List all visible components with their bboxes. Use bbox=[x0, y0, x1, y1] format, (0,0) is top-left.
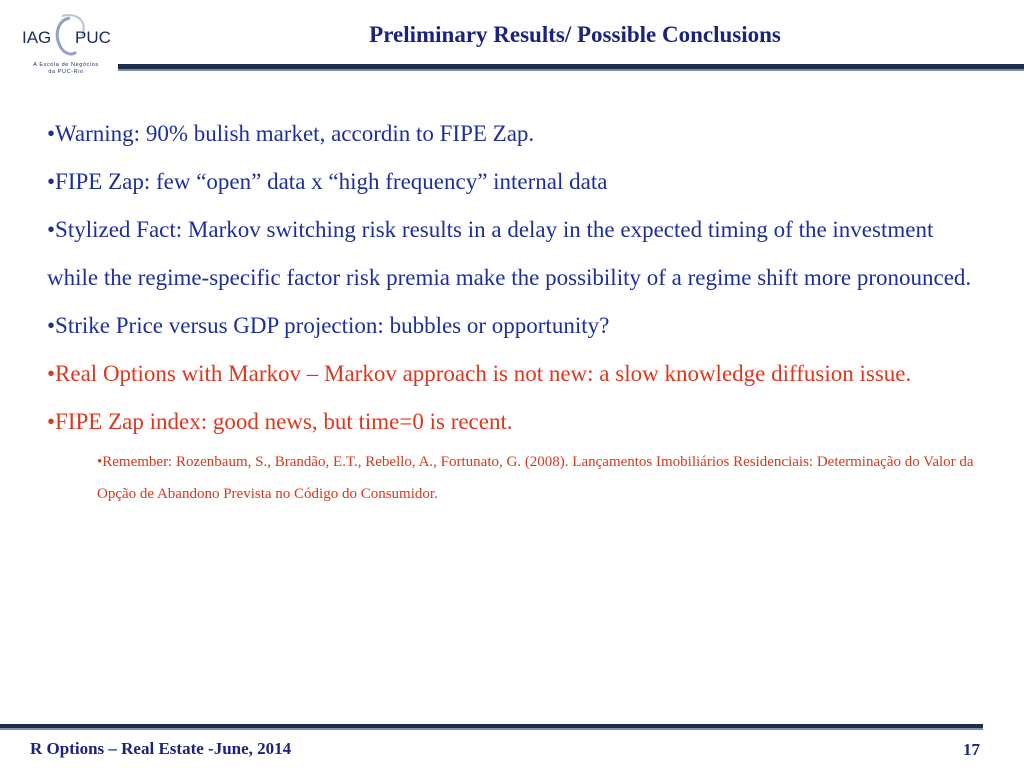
bullet-warning: •Warning: 90% bulish market, accordin to… bbox=[47, 121, 535, 146]
slide-body: •Warning: 90% bulish market, accordin to… bbox=[47, 110, 982, 510]
footer-caption: R Options – Real Estate -June, 2014 bbox=[30, 739, 292, 758]
bullet-stylized-fact: •Stylized Fact: Markov switching risk re… bbox=[47, 217, 972, 290]
footer-divider-shadow bbox=[0, 728, 983, 730]
bullet-strike-price: •Strike Price versus GDP projection: bub… bbox=[47, 313, 610, 338]
sub-bullet-reference: •Remember: Rozenbaum, S., Brandão, E.T.,… bbox=[97, 454, 974, 502]
iag-puc-logo-mark: IAG PUC bbox=[22, 14, 111, 56]
slide-title: Preliminary Results/ Possible Conclusion… bbox=[369, 22, 781, 47]
page-number: 17 bbox=[963, 740, 980, 759]
bullet-real-options: •Real Options with Markov – Markov appro… bbox=[47, 361, 912, 386]
header-divider bbox=[118, 64, 1024, 69]
logo-subtitle: A Escola de Negócios da PUC-Rio bbox=[33, 62, 99, 75]
bullet-fipe-zap-index: •FIPE Zap index: good news, but time=0 i… bbox=[47, 409, 513, 434]
logo-text-iag: IAG bbox=[22, 28, 51, 47]
header-divider-shadow bbox=[118, 69, 1024, 71]
bullet-fipe-zap-data: •FIPE Zap: few “open” data x “high frequ… bbox=[47, 169, 608, 194]
iag-puc-logo: IAG PUC A Escola de Negócios da PUC-Rio bbox=[18, 12, 114, 92]
logo-text-puc: PUC bbox=[75, 28, 111, 47]
footer-divider bbox=[0, 724, 983, 728]
